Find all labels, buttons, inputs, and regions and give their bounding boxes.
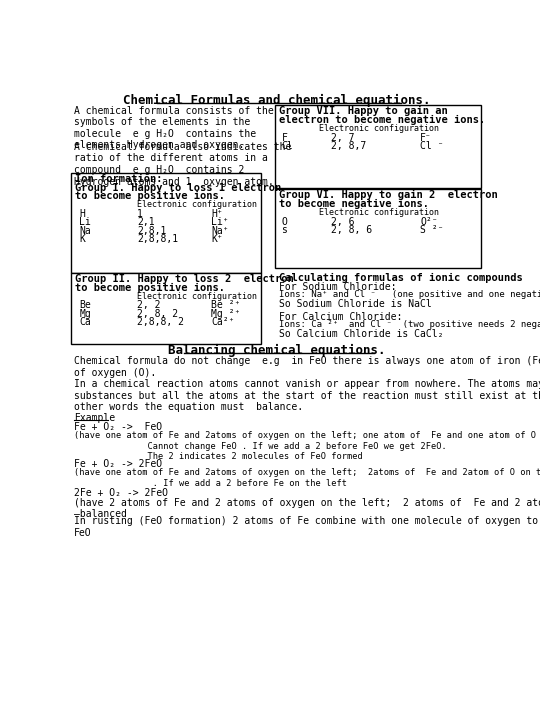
Text: Calculating formulas of ionic compounds: Calculating formulas of ionic compounds [279, 273, 523, 283]
Text: Electronic configuration: Electronic configuration [319, 208, 440, 217]
Text: H: H [79, 209, 85, 219]
FancyBboxPatch shape [275, 189, 481, 268]
Text: 2, 8, 2: 2, 8, 2 [137, 309, 178, 319]
Text: Fe + O₂ -> 2FeO: Fe + O₂ -> 2FeO [73, 459, 162, 469]
Text: Chemical formula do not change  e.g  in FeO there is always one atom of iron (Fe: Chemical formula do not change e.g in Fe… [73, 356, 540, 377]
Text: S ²⁻: S ²⁻ [420, 225, 444, 235]
Text: K⁺: K⁺ [211, 234, 222, 244]
Text: Group II. Happy to loss 2  electron: Group II. Happy to loss 2 electron [75, 274, 294, 284]
Text: 2, 8, 6: 2, 8, 6 [331, 225, 372, 235]
Text: 2, 7: 2, 7 [331, 132, 354, 143]
Text: Group VII. Happy to gain an: Group VII. Happy to gain an [279, 107, 448, 117]
Text: 2,1: 2,1 [137, 217, 155, 228]
Text: Be ²⁺: Be ²⁺ [211, 300, 240, 310]
Text: to become positive ions.: to become positive ions. [75, 283, 225, 293]
Text: Li⁺: Li⁺ [211, 217, 228, 228]
Text: H⁺: H⁺ [211, 209, 222, 219]
Text: Cl: Cl [281, 141, 293, 151]
Text: K: K [79, 234, 85, 244]
Text: (have one atom of Fe and 2atoms of oxygen on the left; one atom of  Fe and one a: (have one atom of Fe and 2atoms of oxyge… [73, 431, 540, 462]
Text: So Sodium Chloride is NaCl: So Sodium Chloride is NaCl [279, 299, 432, 309]
Text: O: O [281, 217, 287, 227]
Text: Cl ⁻: Cl ⁻ [420, 141, 444, 151]
FancyBboxPatch shape [275, 105, 481, 188]
Text: For Calcium Chloride:: For Calcium Chloride: [279, 312, 402, 322]
Text: Ca²⁺: Ca²⁺ [211, 318, 234, 328]
Text: F⁻: F⁻ [420, 132, 432, 143]
Text: Example: Example [73, 413, 115, 423]
Text: Group I. Happy to loss 1 electron: Group I. Happy to loss 1 electron [75, 183, 281, 193]
Text: Chemical Formulas and chemical equations.: Chemical Formulas and chemical equations… [123, 94, 430, 107]
Text: In rusting (FeO formation) 2 atoms of Fe combine with one molecule of oxygen to : In rusting (FeO formation) 2 atoms of Fe… [73, 516, 540, 538]
FancyBboxPatch shape [71, 173, 261, 273]
Text: Ions: Na⁺ and Cl ⁻   (one positive and one negative = neutral): Ions: Na⁺ and Cl ⁻ (one positive and one… [279, 290, 540, 300]
Text: Electronic configuration: Electronic configuration [137, 200, 257, 210]
Text: (have 2 atoms of Fe and 2 atoms of oxygen on the left;  2 atoms of  Fe and 2 ato: (have 2 atoms of Fe and 2 atoms of oxyge… [73, 498, 540, 519]
Text: In a chemical reaction atoms cannot vanish or appear from nowhere. The atoms may: In a chemical reaction atoms cannot vani… [73, 379, 540, 412]
Text: 2,8,8, 2: 2,8,8, 2 [137, 318, 184, 328]
Text: to become positive ions.: to become positive ions. [75, 191, 225, 201]
Text: For Sodium Chloride:: For Sodium Chloride: [279, 282, 396, 292]
Text: to become negative ions.: to become negative ions. [279, 199, 429, 209]
Text: 1: 1 [137, 209, 143, 219]
Text: 2Fe + O₂ -> 2FeO: 2Fe + O₂ -> 2FeO [73, 488, 168, 498]
Text: 2,8,1: 2,8,1 [137, 226, 167, 235]
Text: So Calcium Chloride is CaCl₂: So Calcium Chloride is CaCl₂ [279, 329, 443, 339]
Text: O²⁻: O²⁻ [420, 217, 438, 227]
Text: electron to become negative ions.: electron to become negative ions. [279, 115, 485, 125]
Text: Group VI. Happy to gain 2  electron: Group VI. Happy to gain 2 electron [279, 190, 498, 200]
Text: Mg: Mg [79, 309, 91, 319]
FancyBboxPatch shape [71, 273, 261, 344]
Text: 2,8,8,1: 2,8,8,1 [137, 234, 178, 244]
Text: Electronic configuration: Electronic configuration [137, 292, 257, 301]
Text: A chemical formula also indicates the
ratio of the different atoms in a
compound: A chemical formula also indicates the ra… [73, 142, 291, 186]
Text: (have one atom of Fe and 2atoms of oxygen on the left;  2atoms of  Fe and 2atom : (have one atom of Fe and 2atoms of oxyge… [73, 468, 540, 487]
Text: F: F [281, 132, 287, 143]
Text: Na⁺: Na⁺ [211, 226, 228, 235]
Text: Li: Li [79, 217, 91, 228]
Text: s: s [281, 225, 287, 235]
Text: 2, 2: 2, 2 [137, 300, 161, 310]
Text: Balancing chemical equations.: Balancing chemical equations. [168, 344, 386, 357]
Text: A chemical formula consists of the
symbols of the elements in the
molecule  e g : A chemical formula consists of the symbo… [73, 106, 273, 150]
Text: Ions: Ca ²⁺  and Cl ⁻  (two positive needs 2 negatives = neutral): Ions: Ca ²⁺ and Cl ⁻ (two positive needs… [279, 320, 540, 330]
Text: Na: Na [79, 226, 91, 235]
Text: 2, 8,7: 2, 8,7 [331, 141, 366, 151]
Text: Be: Be [79, 300, 91, 310]
Text: Electronic configuration: Electronic configuration [319, 124, 440, 133]
Text: Ca: Ca [79, 318, 91, 328]
Text: Fe + O₂ ->  FeO: Fe + O₂ -> FeO [73, 422, 162, 432]
Text: Mg ²⁺: Mg ²⁺ [211, 309, 240, 319]
Text: Ion formation:: Ion formation: [75, 174, 163, 184]
Text: 2, 6: 2, 6 [331, 217, 354, 227]
